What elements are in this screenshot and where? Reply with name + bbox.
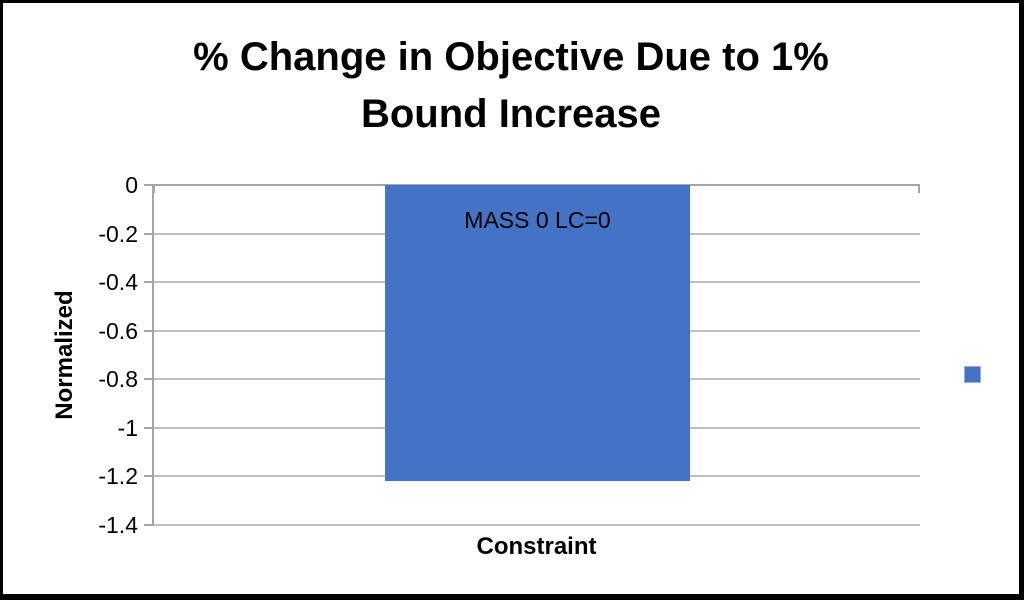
chart-title-line-2: Bound Increase [360, 92, 662, 136]
y-axis-line [152, 185, 154, 526]
x-axis-title: Constraint [476, 533, 597, 560]
y-axis-tick-mark [144, 281, 153, 283]
chart-title: % Change in Objective Due to 1% Bound In… [151, 29, 871, 143]
plot-area: MASS 0 LC=0 [144, 184, 920, 526]
y-axis-tick-mark [144, 330, 153, 332]
y-axis-tick-mark [144, 184, 153, 186]
y-tick-label: -1.4 [98, 512, 138, 538]
y-tick-label: -0.6 [98, 318, 138, 344]
y-tick-label: -0.2 [98, 221, 138, 247]
bar-data-label: MASS 0 LC=0 [464, 207, 611, 233]
y-axis-tick-mark [144, 233, 153, 235]
y-axis-tick-mark [144, 427, 153, 429]
y-axis-tick-mark [144, 524, 153, 526]
legend-marker-square[interactable] [964, 366, 981, 383]
category-axis-end-tick [153, 185, 155, 193]
category-axis-end-tick [918, 185, 920, 193]
y-axis-tick-mark [144, 475, 153, 477]
chart-title-line-1: % Change in Objective Due to 1% [193, 35, 829, 79]
y-tick-label: -1.2 [98, 463, 138, 489]
gridline [153, 524, 920, 526]
y-tick-label: -1 [117, 415, 138, 441]
bar-mass-0-lc-0[interactable]: MASS 0 LC=0 [385, 185, 690, 481]
y-axis-title: Normalized [51, 290, 78, 420]
y-tick-label: -0.4 [98, 269, 138, 295]
y-tick-label: -0.8 [98, 366, 138, 392]
y-tick-label: 0 [125, 172, 138, 198]
y-axis-tick-mark [144, 378, 153, 380]
